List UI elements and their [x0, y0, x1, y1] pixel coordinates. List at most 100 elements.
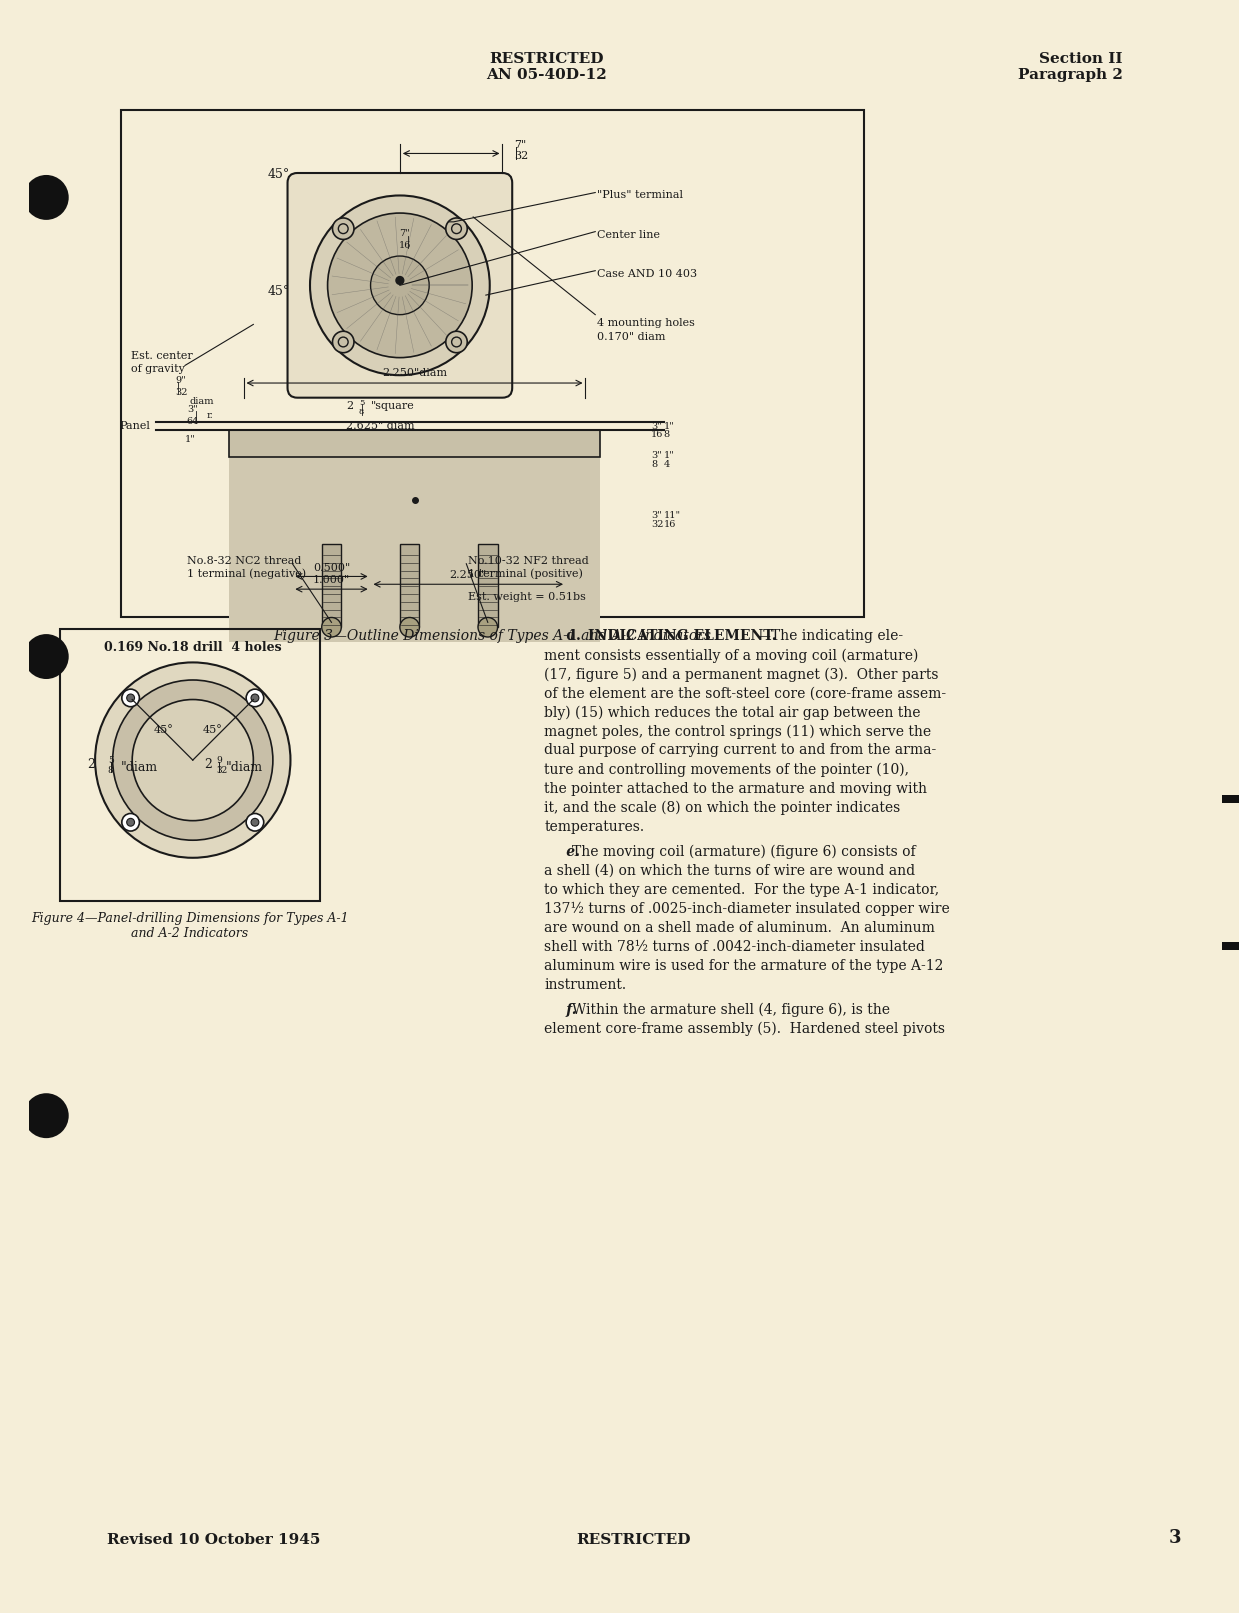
Text: Panel: Panel — [120, 421, 151, 431]
Circle shape — [327, 213, 472, 358]
Text: Est. weight = 0.51bs: Est. weight = 0.51bs — [468, 592, 586, 602]
Text: Within the armature shell (4, figure 6), is the: Within the armature shell (4, figure 6),… — [572, 1003, 890, 1018]
Bar — [322, 544, 341, 627]
Text: 32: 32 — [175, 387, 187, 397]
Text: Section II: Section II — [1040, 52, 1123, 66]
Text: Est. center: Est. center — [131, 350, 193, 361]
Text: 0.170" diam: 0.170" diam — [597, 332, 665, 342]
Circle shape — [121, 689, 140, 706]
Text: No.10-32 NF2 thread: No.10-32 NF2 thread — [468, 556, 589, 566]
Text: 9: 9 — [217, 756, 222, 765]
Circle shape — [95, 663, 290, 858]
Text: the pointer attached to the armature and moving with: the pointer attached to the armature and… — [544, 782, 928, 795]
Text: 3: 3 — [1168, 1529, 1181, 1547]
Text: 1 terminal (positive): 1 terminal (positive) — [468, 569, 584, 579]
Text: Figure 4—Panel-drilling Dimensions for Types A-1: Figure 4—Panel-drilling Dimensions for T… — [31, 913, 348, 926]
Text: a shell (4) on which the turns of wire are wound and: a shell (4) on which the turns of wire a… — [544, 863, 916, 877]
Text: 137½ turns of .0025-inch-diameter insulated copper wire: 137½ turns of .0025-inch-diameter insula… — [544, 902, 950, 916]
Text: 11": 11" — [664, 511, 680, 521]
Text: 4: 4 — [664, 460, 670, 469]
Text: 45°: 45° — [268, 168, 290, 181]
Circle shape — [400, 618, 420, 637]
Circle shape — [252, 818, 259, 826]
Bar — [229, 431, 600, 642]
Text: element core-frame assembly (5).  Hardened steel pivots: element core-frame assembly (5). Hardene… — [544, 1023, 945, 1036]
Text: The moving coil (armature) (figure 6) consists of: The moving coil (armature) (figure 6) co… — [572, 845, 916, 860]
Bar — [244, 431, 586, 548]
Text: of the element are the soft-steel core (core-frame assem-: of the element are the soft-steel core (… — [544, 687, 947, 700]
Circle shape — [24, 174, 68, 219]
Text: "diam: "diam — [120, 761, 157, 774]
Text: instrument.: instrument. — [544, 977, 627, 992]
Text: ment consists essentially of a moving coil (armature): ment consists essentially of a moving co… — [544, 648, 919, 663]
Text: 0.500": 0.500" — [313, 563, 351, 573]
Circle shape — [332, 331, 354, 353]
Bar — [229, 431, 600, 456]
Text: "diam: "diam — [225, 761, 263, 774]
Circle shape — [121, 813, 140, 831]
Text: 2.625" diam: 2.625" diam — [346, 421, 415, 431]
Bar — [400, 544, 420, 627]
Text: 7": 7" — [399, 229, 410, 239]
Text: ture and controlling movements of the pointer (10),: ture and controlling movements of the po… — [544, 763, 909, 777]
Text: 32: 32 — [217, 766, 228, 774]
Text: Revised 10 October 1945: Revised 10 October 1945 — [107, 1534, 320, 1547]
Circle shape — [24, 634, 68, 679]
Text: RESTRICTED: RESTRICTED — [576, 1534, 690, 1547]
Text: (17, figure 5) and a permanent magnet (3).  Other parts: (17, figure 5) and a permanent magnet (3… — [544, 668, 939, 682]
Text: 32: 32 — [650, 519, 663, 529]
Text: 2: 2 — [346, 402, 353, 411]
Text: Paragraph 2: Paragraph 2 — [1018, 68, 1123, 82]
Text: 3": 3" — [187, 405, 198, 415]
Circle shape — [252, 694, 259, 702]
Circle shape — [446, 218, 467, 239]
Text: 8: 8 — [664, 431, 670, 439]
Text: shell with 78½ turns of .0042-inch-diameter insulated: shell with 78½ turns of .0042-inch-diame… — [544, 940, 926, 953]
Text: 2.250"diam: 2.250"diam — [382, 368, 447, 377]
Text: 3": 3" — [650, 421, 662, 431]
Text: bly) (15) which reduces the total air gap between the: bly) (15) which reduces the total air ga… — [544, 705, 921, 719]
Text: f.: f. — [544, 1003, 577, 1016]
Text: 2: 2 — [87, 758, 95, 771]
Text: 45°: 45° — [154, 724, 173, 736]
Circle shape — [247, 813, 264, 831]
Text: 3": 3" — [650, 511, 662, 521]
Circle shape — [126, 818, 135, 826]
Circle shape — [322, 618, 341, 637]
Text: 16: 16 — [650, 431, 663, 439]
Text: 8: 8 — [650, 460, 657, 469]
Circle shape — [396, 276, 404, 284]
Text: it, and the scale (8) on which the pointer indicates: it, and the scale (8) on which the point… — [544, 800, 901, 815]
Text: 16: 16 — [399, 242, 411, 250]
Text: of gravity: of gravity — [131, 365, 185, 374]
Text: 4 mounting holes: 4 mounting holes — [597, 318, 695, 327]
Text: No.8-32 NC2 thread: No.8-32 NC2 thread — [187, 556, 301, 566]
Circle shape — [332, 218, 354, 239]
Text: 1": 1" — [664, 421, 674, 431]
Text: are wound on a shell made of aluminum.  An aluminum: are wound on a shell made of aluminum. A… — [544, 921, 935, 936]
Bar — [478, 544, 498, 627]
Text: 2.250": 2.250" — [450, 571, 487, 581]
Text: 1.000": 1.000" — [313, 576, 351, 586]
Text: d. INDICATING ELEMENT.: d. INDICATING ELEMENT. — [544, 629, 777, 644]
Circle shape — [446, 331, 467, 353]
Text: 1": 1" — [664, 450, 674, 460]
Text: 5: 5 — [359, 398, 364, 406]
Circle shape — [310, 195, 489, 376]
Text: 32: 32 — [514, 152, 528, 161]
Text: 8: 8 — [108, 766, 114, 774]
Text: diam: diam — [190, 397, 214, 405]
Bar — [59, 629, 320, 900]
Text: —The indicating ele-: —The indicating ele- — [757, 629, 903, 644]
Circle shape — [247, 689, 264, 706]
Text: r.: r. — [207, 411, 213, 421]
Text: 16: 16 — [664, 519, 676, 529]
Circle shape — [24, 1094, 68, 1139]
Text: magnet poles, the control springs (11) which serve the: magnet poles, the control springs (11) w… — [544, 724, 932, 739]
Text: aluminum wire is used for the armature of the type A-12: aluminum wire is used for the armature o… — [544, 958, 944, 973]
Circle shape — [113, 681, 273, 840]
Text: "Plus" terminal: "Plus" terminal — [597, 190, 683, 200]
Text: 1 terminal (negative): 1 terminal (negative) — [187, 569, 306, 579]
Text: "square: "square — [370, 402, 414, 411]
Text: 5: 5 — [108, 756, 114, 765]
